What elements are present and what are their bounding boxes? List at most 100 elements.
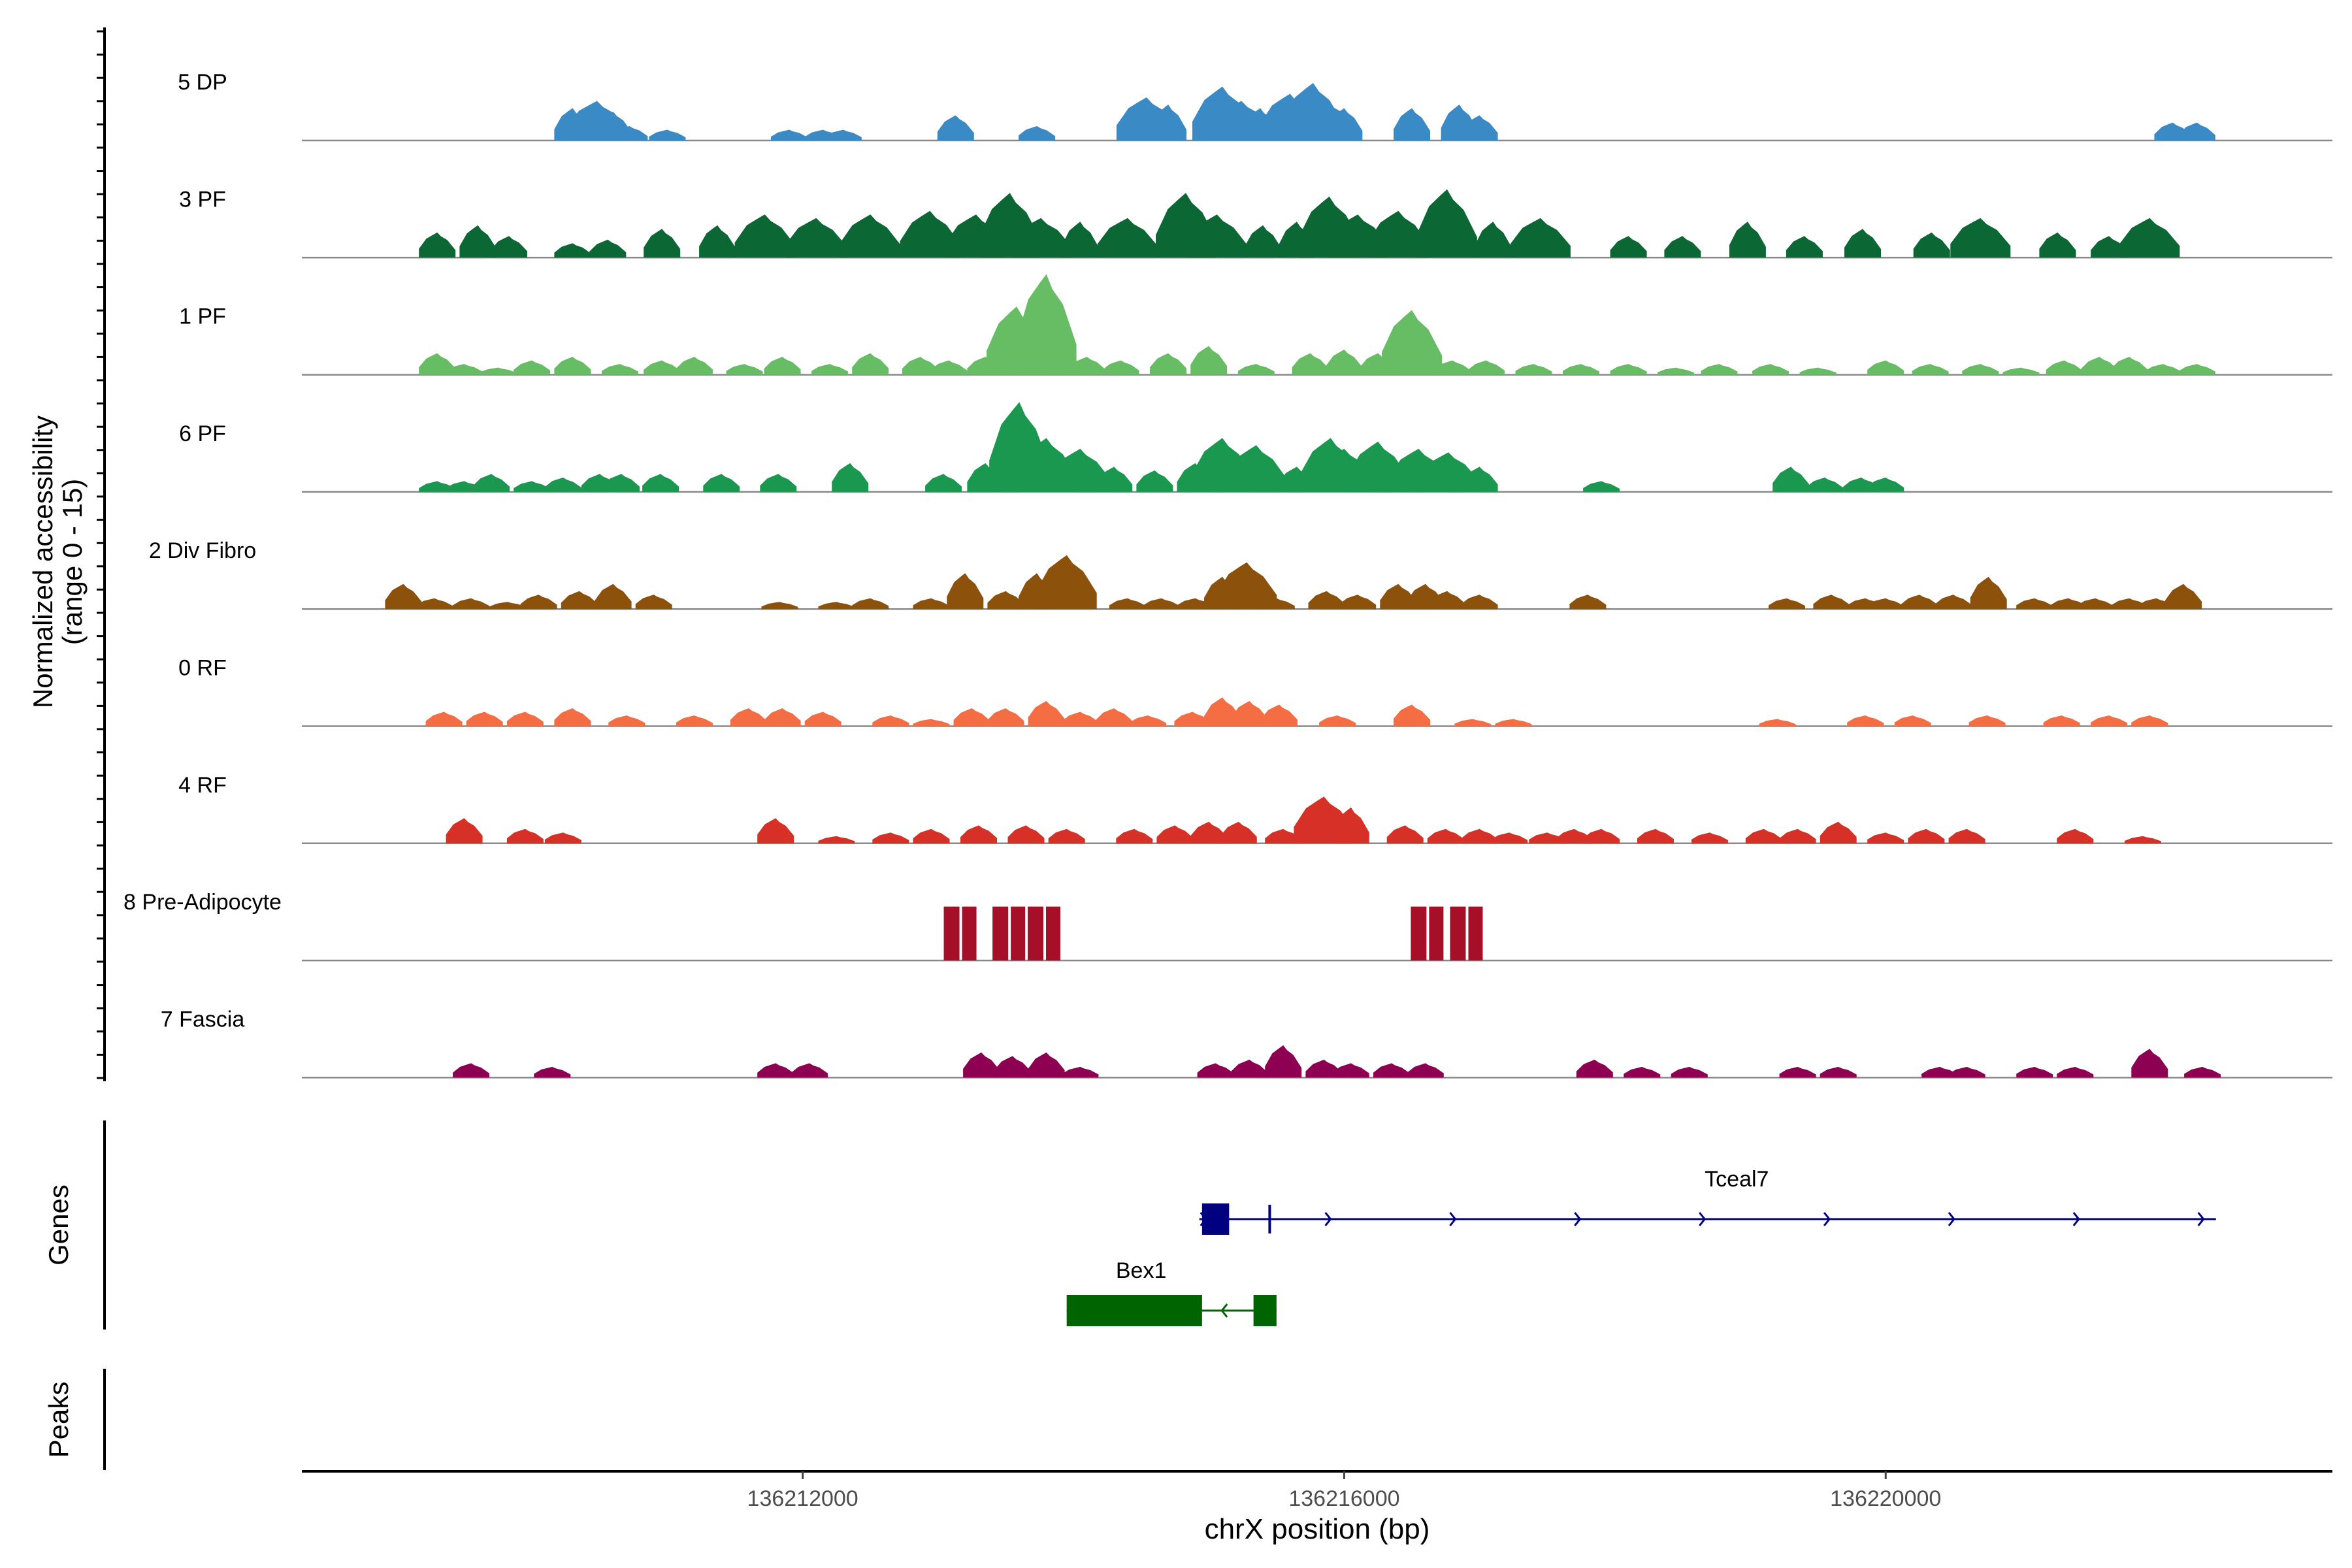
track-label: 1 PF	[179, 304, 226, 329]
coverage-peak	[644, 229, 681, 258]
coverage-peak	[1011, 218, 1071, 258]
track-7-fascia: 7 Fascia	[161, 1007, 2332, 1079]
coverage-peak	[770, 129, 808, 140]
coverage-peak	[1671, 1066, 1708, 1078]
peaks-label: Peaks	[43, 1382, 74, 1458]
coverage-peak	[1610, 364, 1647, 375]
coverage-peak	[1745, 828, 1782, 843]
coverage-peak	[1637, 828, 1674, 843]
coverage-peak	[1779, 1066, 1816, 1078]
track-6-pf: 6 PF	[179, 402, 2332, 493]
coverage-peak	[1820, 1066, 1857, 1078]
coverage-peak	[2178, 122, 2215, 140]
coverage-peak	[913, 828, 950, 843]
coverage-peak	[764, 708, 801, 727]
coverage-peak	[425, 711, 463, 727]
coverage-peak	[2046, 360, 2083, 375]
coverage-peak	[2145, 364, 2181, 375]
coverage-peak	[1292, 353, 1329, 375]
coverage-peak	[1867, 832, 1904, 843]
coverage-peak	[385, 583, 422, 610]
coverage-peak	[608, 715, 645, 727]
coverage-peak	[419, 353, 456, 375]
exon	[1066, 1295, 1202, 1326]
coverage-peak	[491, 236, 527, 258]
gene-label: Bex1	[1116, 1258, 1167, 1283]
coverage-peak	[1701, 364, 1738, 375]
coverage-peak	[1468, 360, 1505, 375]
genes-panel: Genes Tceal7 Bex1	[43, 1120, 2216, 1330]
coverage-peak	[1068, 357, 1105, 375]
track-8-pre-adipocyte: 8 Pre-Adipocyte	[123, 890, 2332, 962]
track-label: 8 Pre-Adipocyte	[123, 890, 282, 915]
coverage-peak	[900, 210, 960, 258]
gene-label: Tceal7	[1705, 1167, 1769, 1192]
coverage-peak	[506, 711, 544, 727]
coverage-peak	[1046, 906, 1061, 961]
coverage-peak	[1576, 1059, 1613, 1078]
coverage-peak	[1386, 825, 1424, 843]
coverage-peak	[1461, 115, 1498, 140]
coverage-peak	[2091, 715, 2128, 727]
coverage-peak	[811, 364, 849, 375]
coverage-peak	[1515, 364, 1552, 375]
coverage-peak	[1048, 828, 1085, 843]
x-axis-label: chrX position (bp)	[1205, 1513, 1430, 1545]
exon	[1268, 1205, 1271, 1233]
coverage-peak	[1368, 210, 1429, 258]
coverage-peak	[1394, 108, 1430, 140]
coverage-peak	[473, 474, 510, 492]
coverage-peak	[1491, 832, 1528, 843]
coverage-peak	[1197, 1063, 1234, 1078]
coverage-peak	[1373, 1063, 1410, 1078]
coverage-peak	[1258, 598, 1295, 610]
coverage-peak	[1970, 576, 2007, 610]
coverage-peak	[1867, 598, 1904, 610]
coverage-peak	[1844, 229, 1881, 258]
coverage-peak	[446, 364, 483, 375]
x-axis: 136212000 136216000 136220000 chrX positio…	[302, 1470, 2332, 1545]
coverage-peak	[734, 214, 795, 258]
coverage-peak	[1779, 828, 1816, 843]
coverage-peak	[1143, 598, 1180, 610]
coverage-peak	[1332, 807, 1369, 843]
coverage-peak	[852, 353, 889, 375]
track-label: 3 PF	[179, 187, 226, 212]
coverage-peak	[2057, 1066, 2094, 1078]
coverage-peak	[1150, 353, 1187, 375]
track-label: 0 RF	[178, 656, 227, 681]
coverage-peak	[2016, 1066, 2053, 1078]
coverage-peak	[1867, 360, 1904, 375]
coverage-peak	[1016, 274, 1077, 375]
coverage-peak	[419, 232, 456, 258]
coverage-peak	[544, 477, 581, 492]
coverage-peak	[987, 591, 1024, 610]
strand-arrow	[1699, 1212, 1707, 1226]
coverage-peak	[2184, 1066, 2221, 1078]
coverage-peak	[544, 832, 581, 843]
coverage-peak	[554, 243, 591, 258]
coverage-peak	[1948, 1066, 1985, 1078]
coverage-peak	[1729, 221, 1766, 258]
x-tick-label: 136212000	[747, 1486, 858, 1511]
coverage-peak	[987, 708, 1024, 727]
coverage-peak	[1116, 828, 1153, 843]
coverage-peak	[1434, 360, 1471, 375]
coverage-peak	[554, 357, 591, 375]
coverage-peak	[416, 598, 453, 610]
coverage-peak	[589, 239, 627, 258]
coverage-peak	[595, 583, 632, 610]
coverage-peak	[1411, 906, 1427, 961]
coverage-peak	[1102, 360, 1139, 375]
coverage-peak	[1799, 367, 1837, 375]
coverage-peak	[1382, 310, 1442, 375]
coverage-peak	[2131, 1049, 2168, 1078]
coverage-peak	[1867, 477, 1904, 492]
coverage-peak	[1583, 481, 1620, 492]
coverage-peak	[2131, 715, 2168, 727]
coverage-peak	[1050, 448, 1111, 492]
strand-arrow	[1574, 1212, 1582, 1226]
coverage-peak	[1261, 704, 1298, 727]
coverage-peak	[676, 715, 713, 727]
track-panels: 5 DP 3 PF 1 PF 6 PF 2 Div Fibro 0 RF 4 RF 8 Pre…	[123, 70, 2332, 1079]
